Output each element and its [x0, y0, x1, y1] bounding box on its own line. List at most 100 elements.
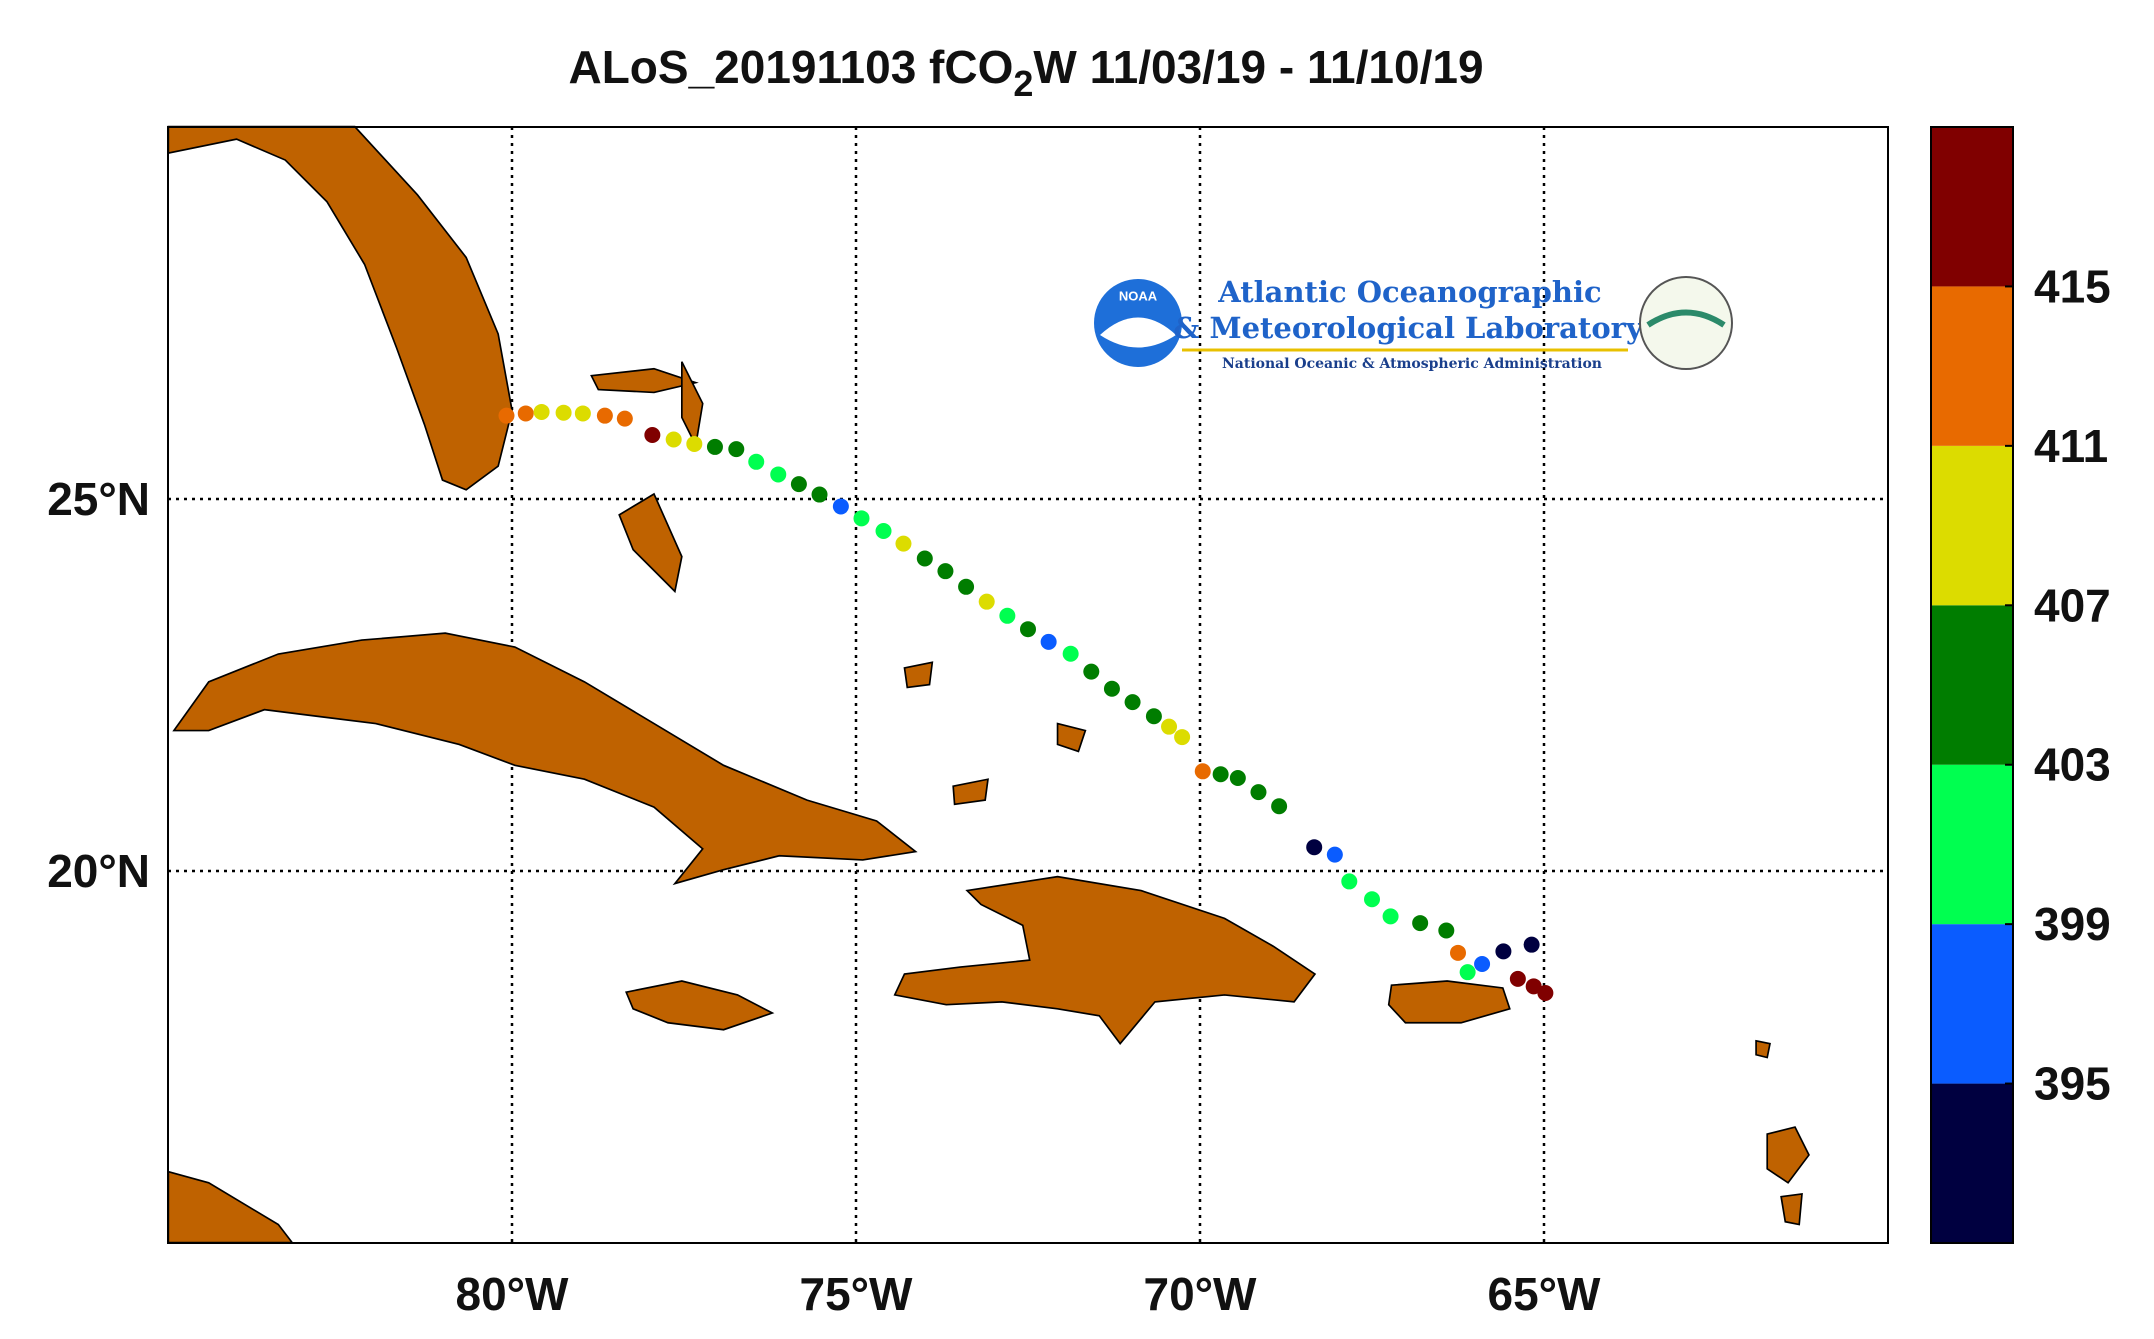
title-main: ALoS_20191103 fCO [568, 41, 1013, 93]
track-point [665, 431, 682, 448]
colorbar-tick-label: 407 [2034, 579, 2111, 631]
map-title: ALoS_20191103 fCO2W 11/03/19 - 11/10/19 [568, 41, 1483, 104]
colorbar-band [1931, 605, 2013, 765]
track-point [1450, 944, 1466, 961]
aoml-seal [1639, 276, 1733, 370]
track-point [616, 410, 633, 427]
track-point [748, 453, 765, 470]
track-point [853, 510, 870, 527]
track-point [1459, 964, 1476, 981]
colorbar-frame [1930, 126, 2014, 1244]
y-tick-label: 20°N [47, 845, 150, 897]
track-point [1495, 943, 1512, 960]
track-point [644, 427, 661, 444]
turks-caicos [903, 661, 1087, 806]
track-point [498, 407, 515, 424]
track-point [1474, 956, 1491, 972]
y-tick-label: 25°N [47, 473, 150, 525]
logo-line3: National Oceanic & Atmospheric Administr… [1222, 356, 1602, 372]
track-point [1364, 891, 1380, 908]
track-point [1306, 839, 1323, 856]
track-point [770, 466, 787, 483]
track-point [1412, 915, 1429, 932]
track-point [958, 578, 975, 595]
land-layer [167, 125, 1810, 1244]
colorbar-band [1931, 924, 2013, 1084]
track-point [728, 441, 745, 458]
track-point [1525, 978, 1542, 995]
hispaniola [893, 875, 1317, 1045]
colorbar-tick-label: 411 [2034, 420, 2108, 472]
track-point [686, 435, 703, 452]
track-point [978, 593, 995, 610]
track-point [1083, 663, 1100, 680]
noaa-bird [1100, 317, 1176, 348]
colorbar-tick-label: 403 [2034, 739, 2111, 791]
puerto-rico [1387, 980, 1511, 1024]
track-point [1382, 908, 1399, 925]
andros [618, 492, 683, 594]
track-point [1103, 680, 1120, 697]
grand-bahama [590, 367, 699, 394]
track-point [1537, 985, 1554, 1002]
track-point [1194, 763, 1211, 780]
track-point [1341, 873, 1358, 890]
logo: NOAA Atlantic Oceanographic & Meteorolog… [1094, 275, 1733, 372]
track-point [1271, 798, 1288, 815]
grid-layer [168, 127, 1888, 1243]
track-point [937, 563, 954, 580]
track-point [1174, 729, 1191, 746]
x-tick-label: 80°W [456, 1268, 570, 1320]
x-tick-label: 75°W [800, 1268, 914, 1320]
track-point [596, 407, 613, 424]
track-point [1438, 922, 1455, 939]
track-point [895, 535, 912, 552]
track-point [1062, 645, 1079, 662]
track-point [555, 404, 572, 421]
track-point [916, 550, 933, 567]
track-point [574, 405, 591, 422]
cuba [172, 632, 918, 886]
colorbar-band [1931, 445, 2013, 606]
track-point [1523, 936, 1540, 953]
title-rest: W 11/03/19 - 11/10/19 [1033, 41, 1483, 93]
track-point [811, 486, 828, 503]
colorbar-tick-label: 395 [2034, 1058, 2111, 1110]
lesser-antilles [1755, 1039, 1810, 1226]
track-point [706, 438, 723, 455]
colorbar-tick-label: 399 [2034, 898, 2111, 950]
track-point [1124, 694, 1141, 711]
track-point [1509, 970, 1526, 987]
colorbar-band [1931, 1083, 2013, 1243]
track-point [1161, 718, 1178, 735]
track-point [999, 607, 1016, 624]
track-point [1212, 766, 1229, 783]
track-point [1145, 708, 1162, 725]
colorbar: 395 399 403 407 411 415 [1930, 126, 2111, 1244]
title-subscript: 2 [1013, 63, 1033, 104]
colorbar-band [1931, 286, 2013, 446]
jamaica [625, 980, 775, 1031]
track-point [875, 522, 892, 539]
logo-line1: Atlantic Oceanographic [1217, 275, 1601, 309]
colorbar-band [1931, 127, 2013, 287]
track-point [832, 498, 849, 515]
map-frame [167, 126, 1889, 1244]
track-point [1250, 784, 1267, 801]
colorbar-band [1931, 764, 2013, 925]
track-point [1326, 846, 1343, 863]
florida [167, 125, 513, 491]
colorbar-tick-label: 415 [2034, 260, 2111, 312]
x-tick-label: 65°W [1488, 1268, 1602, 1320]
track-layer [498, 403, 1554, 1002]
noaa-badge-text: NOAA [1119, 289, 1158, 304]
track-point [533, 403, 550, 420]
track-point [517, 405, 534, 422]
logo-line2: & Meteorological Laboratory [1173, 311, 1644, 345]
track-point [1229, 770, 1246, 786]
aoml-seal-wave [1646, 309, 1726, 328]
track-point [1040, 633, 1057, 650]
x-tick-label: 70°W [1144, 1268, 1258, 1320]
track-point [790, 476, 807, 493]
